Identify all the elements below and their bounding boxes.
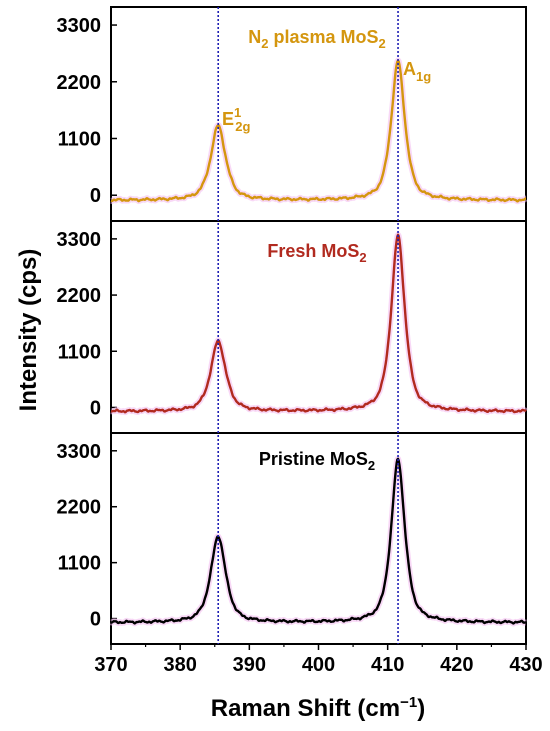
x-tick-label: 420 [440,654,473,676]
panel-label: Fresh MoS2 [267,241,366,265]
y-tick-label: 0 [90,185,101,207]
peak-label-main: A [403,59,416,79]
y-tick-label: 3300 [57,15,102,37]
panel-label: N2 plasma MoS2 [248,27,386,51]
series-line [110,59,527,203]
panel-3: 0 1100 2200 3300 Pristine MoS2 [57,432,529,645]
x-axis-title: Raman Shift (cm−1) [211,694,425,722]
y-tick-label: 2200 [57,285,102,307]
y-tick-label: 0 [90,397,101,419]
panel-2: 0 1100 2200 3300 Fresh MoS2 [57,220,529,434]
x-tick-label: 400 [302,654,335,676]
y-tick-label: 1100 [58,553,101,575]
panel-label: Pristine MoS2 [259,449,375,473]
series-halo [108,231,529,416]
x-axis-title-main: Raman Shift (cm [211,695,400,722]
peak-label: A1g [403,59,431,84]
series-line [110,233,527,414]
x-tick-label: 410 [371,654,404,676]
y-tick-label: 1100 [58,341,101,363]
panel-label-sub: 2 [368,458,375,473]
series-line [110,457,527,625]
y-tick-label: 0 [90,609,101,631]
x-axis: 370 380 390 400 410 420 430 [94,644,543,676]
y-axis-title: Intensity (cps) [15,249,42,412]
y-tick-label: 3300 [57,229,102,251]
panel-label-main: Fresh MoS [267,241,359,261]
panel-label-sub: 2 [261,36,268,51]
x-tick-label: 390 [233,654,266,676]
y-tick-label: 2200 [57,72,102,94]
panel-label-rest: plasma MoS [268,27,378,47]
x-tick-label: 380 [163,654,196,676]
y-tick-label: 2200 [57,497,102,519]
panel-label-main: N [248,27,261,47]
peak-label-sub: 1g [416,69,431,84]
series-halo [108,57,529,205]
x-tick-label: 430 [509,654,542,676]
y-tick-label: 1100 [58,128,101,150]
peak-label: E1 2g [222,105,250,134]
panel-label-sub: 2 [359,250,366,265]
peak-label-main: E [222,109,234,129]
panel-label-sub2: 2 [379,36,386,51]
panel-label-main: Pristine MoS [259,449,368,469]
series-halo [108,455,529,627]
y-tick-label: 3300 [57,441,102,463]
peak-label-sup: 1 [234,105,241,120]
reference-lines [217,7,399,644]
x-tick-label: 370 [94,654,127,676]
x-axis-title-end: ) [417,695,425,722]
x-axis-title-sup: −1 [400,694,417,711]
peak-label-sub: 2g [235,119,250,134]
